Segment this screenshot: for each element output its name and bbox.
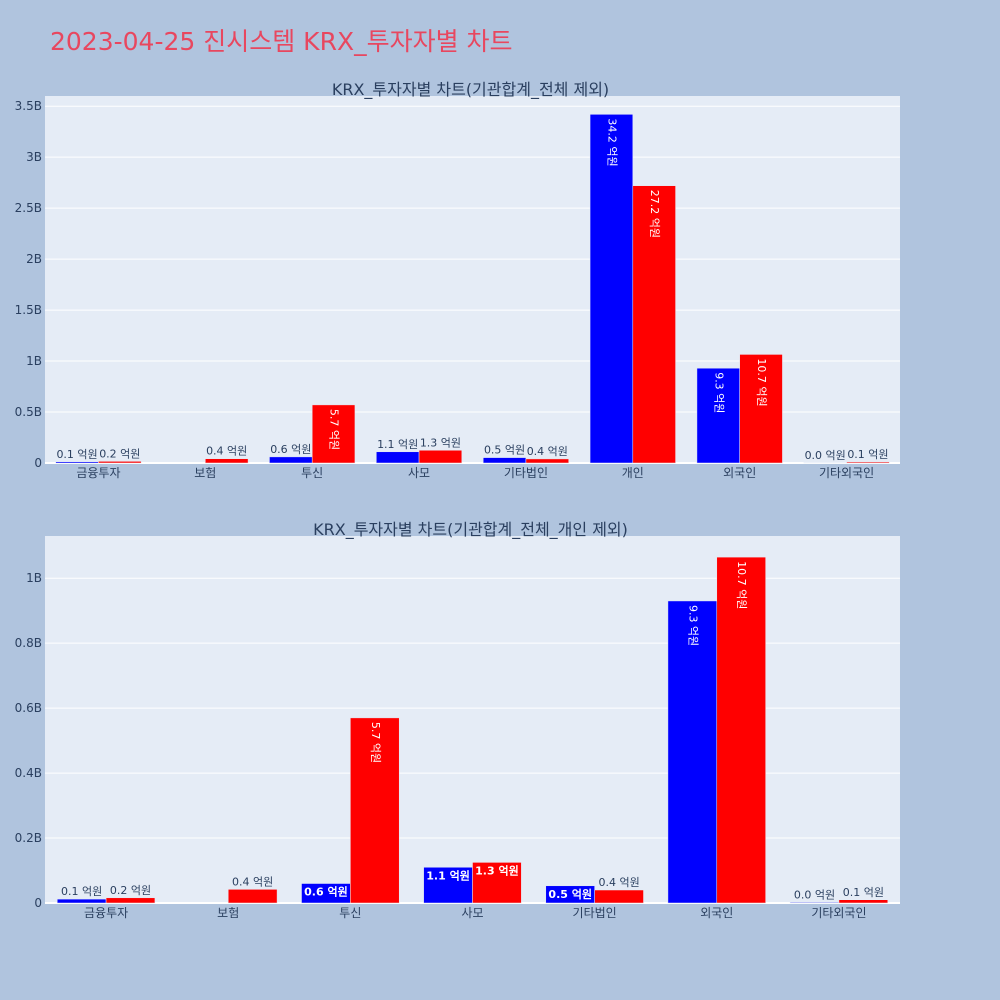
- bar: [418, 450, 463, 464]
- bar: [846, 461, 890, 464]
- data-label: 0.1 억원: [843, 886, 884, 899]
- plot-area: [45, 536, 900, 903]
- y-tick-label: 0.2B: [15, 831, 42, 845]
- data-label: 1.3 억원: [420, 436, 461, 449]
- page-title: 2023-04-25 진시스템 KRX_투자자별 차트: [50, 27, 513, 56]
- y-tick-label: 0.6B: [15, 701, 42, 715]
- data-label: 9.3 억원: [712, 372, 725, 413]
- y-tick-label: 2B: [26, 252, 42, 266]
- data-label: 0.5 억원: [548, 887, 592, 901]
- x-tick-label: 외국인: [723, 466, 756, 480]
- bar: [205, 458, 249, 464]
- bar: [311, 404, 356, 464]
- y-tick-label: 0.5B: [15, 405, 42, 419]
- x-tick-label: 투신: [301, 466, 323, 480]
- data-label: 0.5 억원: [484, 444, 525, 457]
- x-tick-label: 개인: [622, 466, 644, 480]
- data-label: 10.7 억원: [755, 358, 768, 406]
- data-label: 27.2 억원: [648, 190, 661, 238]
- bar: [838, 899, 889, 904]
- data-label: 10.7 억원: [735, 561, 748, 609]
- x-tick-label: 사모: [461, 906, 483, 920]
- x-tick-label: 기타법인: [504, 466, 548, 480]
- y-tick-label: 0: [34, 456, 42, 470]
- y-tick-label: 3.5B: [15, 99, 42, 113]
- bar: [594, 889, 644, 904]
- chart-title: KRX_투자자별 차트(기관합계_전체 제외): [332, 80, 609, 100]
- x-tick-label: 보험: [194, 466, 216, 480]
- data-label: 0.2 억원: [110, 884, 151, 897]
- y-tick-label: 1.5B: [15, 303, 42, 317]
- x-tick-label: 기타외국인: [819, 466, 874, 480]
- data-label: 0.0 억원: [805, 449, 846, 462]
- bar: [472, 862, 522, 904]
- chart-bottom: KRX_투자자별 차트(기관합계_전체_개인 제외) 0 0.2B 0.4B 0.6B 0…: [15, 520, 900, 920]
- data-label: 0.1 억원: [56, 448, 97, 461]
- data-label: 0.4 억원: [206, 445, 247, 458]
- y-tick-label: 0.4B: [15, 766, 42, 780]
- y-tick-label: 1B: [26, 571, 42, 585]
- bar: [376, 451, 420, 464]
- data-label: 1.1 억원: [426, 868, 470, 882]
- y-tick-label: 0: [34, 896, 42, 910]
- data-label: 0.4 억원: [527, 445, 568, 458]
- bar: [482, 457, 527, 464]
- data-label: 9.3 억원: [686, 605, 699, 646]
- x-tick-label: 기타법인: [573, 906, 617, 920]
- x-tick-label: 금융투자: [84, 906, 128, 920]
- bar: [789, 902, 840, 904]
- bar: [632, 185, 676, 464]
- bar: [739, 354, 783, 464]
- x-tick-label: 기타외국인: [811, 906, 866, 920]
- bar: [716, 556, 766, 904]
- data-label: 0.4 억원: [598, 876, 639, 889]
- chart-title: KRX_투자자별 차트(기관합계_전체_개인 제외): [313, 520, 628, 540]
- data-label: 5.7 억원: [369, 722, 382, 763]
- data-label: 0.4 억원: [232, 875, 273, 888]
- x-tick-label: 금융투자: [76, 466, 120, 480]
- x-tick-label: 투신: [339, 906, 361, 920]
- bar: [423, 867, 473, 904]
- bar: [55, 461, 99, 464]
- bar: [696, 367, 740, 464]
- bar: [350, 717, 400, 904]
- x-tick-label: 보험: [217, 906, 239, 920]
- bar: [105, 897, 156, 904]
- y-tick-label: 2.5B: [15, 201, 42, 215]
- bar: [269, 456, 313, 464]
- x-tick-label: 외국인: [700, 906, 733, 920]
- x-tick-label: 사모: [408, 466, 430, 480]
- bar: [56, 898, 107, 904]
- data-label: 0.1 억원: [847, 448, 888, 461]
- data-label: 5.7 억원: [328, 409, 341, 450]
- bar: [227, 889, 278, 904]
- y-tick-label: 0.8B: [15, 636, 42, 650]
- bar: [589, 114, 634, 464]
- data-label: 1.1 억원: [377, 438, 418, 451]
- data-label: 1.3 억원: [475, 863, 519, 877]
- data-label: 0.6 억원: [304, 885, 348, 899]
- data-label: 0.6 억원: [270, 443, 311, 456]
- data-label: 34.2 억원: [605, 118, 618, 166]
- bar: [98, 461, 142, 464]
- chart-top: KRX_투자자별 차트(기관합계_전체 제외) 0 0.5B 1B 1.5B 2B 2.5B…: [15, 80, 900, 480]
- y-tick-label: 1B: [26, 354, 42, 368]
- bar: [525, 458, 569, 464]
- y-tick-label: 3B: [26, 150, 42, 164]
- data-label: 0.0 억원: [794, 888, 835, 901]
- data-label: 0.2 억원: [99, 447, 140, 460]
- data-label: 0.1 억원: [61, 885, 102, 898]
- bar: [667, 600, 718, 904]
